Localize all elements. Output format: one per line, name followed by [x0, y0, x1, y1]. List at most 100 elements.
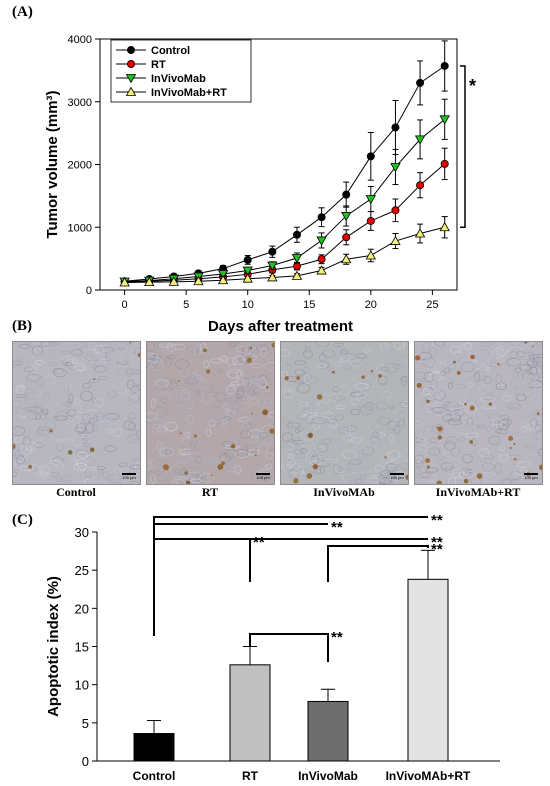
stain-spot	[262, 409, 269, 416]
micrograph-texture	[13, 342, 140, 484]
cell	[217, 368, 223, 374]
cell	[218, 356, 229, 361]
series-1	[120, 147, 449, 287]
data-point	[342, 190, 351, 199]
cell	[296, 437, 308, 444]
cell	[62, 438, 73, 443]
cell	[297, 426, 305, 432]
cell	[492, 347, 506, 359]
cell	[129, 464, 140, 470]
cell	[389, 405, 395, 410]
cell	[528, 353, 540, 363]
cell	[345, 426, 352, 437]
cell	[78, 434, 92, 439]
cell	[171, 404, 185, 411]
cell	[171, 478, 186, 484]
x-tick-label: InVivoMab	[298, 769, 358, 783]
cell	[506, 342, 517, 348]
cell	[39, 471, 51, 477]
cell	[488, 435, 501, 445]
cell	[210, 358, 223, 364]
cell	[329, 427, 339, 438]
stain-spot	[331, 370, 335, 374]
cell	[87, 418, 100, 424]
cell	[152, 342, 160, 350]
cell	[330, 440, 341, 450]
data-point	[391, 123, 400, 132]
cell	[286, 461, 297, 466]
cell	[445, 402, 460, 412]
cell	[263, 362, 274, 370]
cell	[100, 364, 114, 370]
cell	[376, 364, 385, 373]
cell	[13, 467, 22, 477]
cell	[509, 351, 519, 359]
cell	[62, 474, 73, 482]
cell	[163, 345, 169, 355]
cell	[509, 471, 522, 481]
cell	[245, 444, 257, 453]
cell	[135, 461, 140, 471]
cell	[209, 348, 216, 359]
cell	[73, 398, 82, 404]
y-tick-label: 4000	[68, 34, 92, 46]
significance-bracket	[249, 633, 329, 662]
cell	[444, 389, 452, 395]
cell	[516, 460, 531, 468]
cell	[187, 374, 195, 385]
cell	[14, 437, 23, 443]
cell	[166, 343, 177, 352]
cell	[156, 426, 168, 433]
cell	[97, 375, 109, 381]
cell	[150, 380, 159, 385]
stain-spot	[370, 370, 374, 373]
x-tick-label: RT	[242, 769, 259, 783]
cell	[498, 453, 510, 461]
cell	[260, 347, 267, 358]
cell	[281, 468, 291, 476]
cell	[281, 402, 287, 409]
cell	[399, 342, 405, 353]
cell	[13, 471, 17, 478]
data-point	[292, 262, 301, 271]
cell	[294, 427, 300, 433]
cell	[484, 368, 490, 375]
cell	[459, 383, 470, 393]
cell	[150, 474, 156, 484]
cell	[281, 464, 293, 469]
cell	[119, 360, 129, 366]
cell	[336, 463, 344, 471]
cell	[415, 467, 421, 476]
cell	[531, 410, 542, 416]
stain-spot	[524, 342, 528, 344]
x-tick-label: InVivoMAb+RT	[386, 769, 471, 783]
cell	[423, 371, 434, 382]
cell	[226, 384, 236, 395]
cell	[423, 385, 437, 396]
data-point	[317, 255, 326, 264]
stain-spot	[162, 464, 169, 471]
stain-spot	[184, 471, 188, 475]
stain-spot	[361, 375, 365, 379]
cell	[415, 371, 429, 380]
cell	[421, 478, 430, 484]
cell	[495, 438, 502, 448]
cell	[158, 370, 168, 380]
cell	[461, 417, 472, 424]
cell	[335, 404, 346, 410]
cell	[359, 448, 365, 456]
cell	[83, 442, 91, 447]
cell	[155, 379, 169, 388]
micrograph-rt: 100 µm	[146, 341, 275, 485]
cell	[443, 367, 451, 374]
cell	[426, 472, 435, 479]
cell	[156, 477, 166, 482]
stain-spot	[488, 402, 493, 406]
cell	[319, 362, 327, 369]
cell	[523, 430, 529, 441]
cell	[451, 413, 462, 423]
cell	[350, 398, 361, 405]
legend-marker	[125, 74, 137, 84]
cell	[16, 406, 28, 415]
cell	[212, 406, 220, 412]
